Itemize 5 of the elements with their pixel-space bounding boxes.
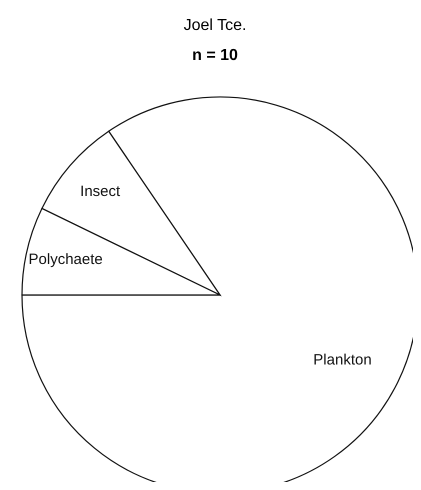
slice-label: Plankton: [313, 351, 372, 368]
slice-label: Insect: [80, 182, 122, 200]
slice-label: Polychaete: [28, 250, 103, 268]
chart-subtitle: n = 10: [192, 47, 238, 64]
chart-title: Joel Tce.: [184, 17, 246, 34]
